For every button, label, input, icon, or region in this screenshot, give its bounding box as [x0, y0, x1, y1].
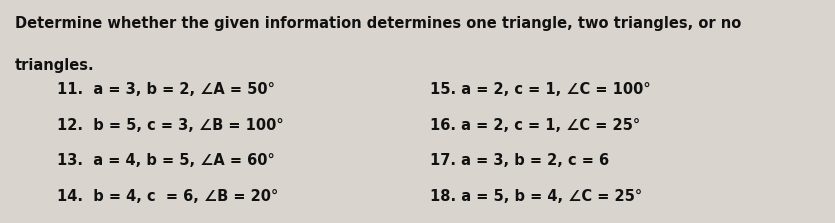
Text: triangles.: triangles. [15, 58, 94, 73]
Text: 18. a = 5, b = 4, ∠C = 25°: 18. a = 5, b = 4, ∠C = 25° [430, 189, 642, 204]
Text: 17. a = 3, b = 2, c = 6: 17. a = 3, b = 2, c = 6 [430, 153, 610, 168]
Text: Determine whether the given information determines one triangle, two triangles, : Determine whether the given information … [15, 16, 741, 31]
Text: 13.  a = 4, b = 5, ∠A = 60°: 13. a = 4, b = 5, ∠A = 60° [57, 153, 275, 168]
Text: 12.  b = 5, c = 3, ∠B = 100°: 12. b = 5, c = 3, ∠B = 100° [57, 118, 283, 133]
Text: 14.  b = 4, c  = 6, ∠B = 20°: 14. b = 4, c = 6, ∠B = 20° [57, 189, 278, 204]
Text: 15. a = 2, c = 1, ∠C = 100°: 15. a = 2, c = 1, ∠C = 100° [430, 82, 650, 97]
Text: 11.  a = 3, b = 2, ∠A = 50°: 11. a = 3, b = 2, ∠A = 50° [57, 82, 275, 97]
Text: 16. a = 2, c = 1, ∠C = 25°: 16. a = 2, c = 1, ∠C = 25° [430, 118, 640, 133]
